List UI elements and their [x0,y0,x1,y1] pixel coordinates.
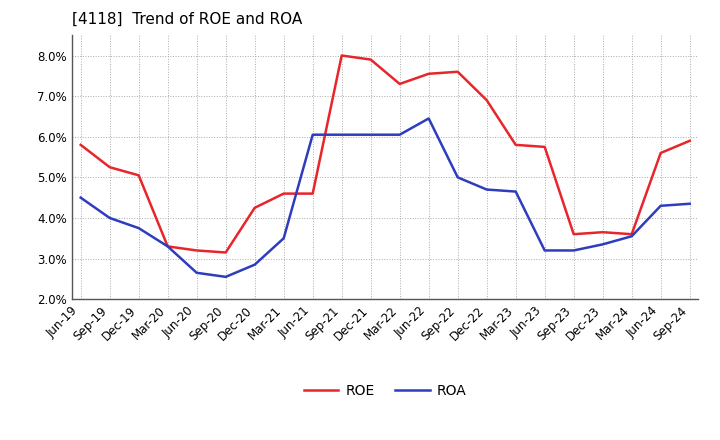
ROA [366,132,375,137]
ROE [424,71,433,77]
ROA [454,175,462,180]
ROA [570,248,578,253]
Legend: ROE, ROA: ROE, ROA [298,378,472,403]
ROE [221,250,230,255]
ROE [279,191,288,196]
ROE [135,172,143,178]
ROE [570,231,578,237]
ROE [541,144,549,150]
ROE [627,231,636,237]
ROA [105,215,114,220]
ROA [192,270,201,275]
ROE [105,165,114,170]
ROE [685,138,694,143]
ROA [482,187,491,192]
ROA [251,262,259,268]
ROE [598,230,607,235]
ROA [424,116,433,121]
ROE [366,57,375,62]
ROE [251,205,259,210]
ROA [541,248,549,253]
Line: ROE: ROE [81,55,690,253]
ROA [511,189,520,194]
ROE [511,142,520,147]
ROA [395,132,404,137]
ROA [163,244,172,249]
ROA [135,225,143,231]
ROE [454,69,462,74]
ROA [598,242,607,247]
ROE [163,244,172,249]
ROA [338,132,346,137]
ROA [221,274,230,279]
ROE [395,81,404,87]
ROA [279,236,288,241]
ROE [482,98,491,103]
ROE [308,191,317,196]
Text: [4118]  Trend of ROE and ROA: [4118] Trend of ROE and ROA [72,12,302,27]
ROE [76,142,85,147]
ROA [657,203,665,209]
ROA [685,201,694,206]
ROA [627,234,636,239]
Line: ROA: ROA [81,118,690,277]
ROE [657,150,665,156]
ROE [338,53,346,58]
ROA [308,132,317,137]
ROE [192,248,201,253]
ROA [76,195,85,200]
